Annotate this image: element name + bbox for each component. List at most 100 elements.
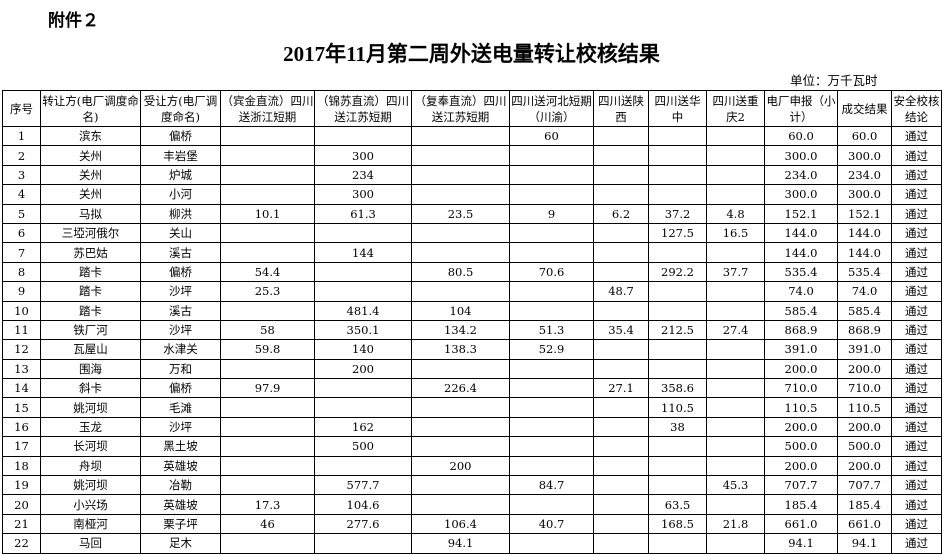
table-cell: [220, 164, 315, 186]
table-cell: 通过: [891, 281, 942, 302]
table-cell: [314, 261, 412, 283]
table-cell: [509, 281, 594, 302]
table-cell: [411, 436, 510, 457]
table-row: 16 玉龙 沙坪 162 38 200.0 200.0 通过: [2, 416, 942, 438]
table-cell: [593, 222, 649, 244]
table-cell: 234.0: [837, 164, 892, 186]
table-cell: 104: [411, 300, 510, 321]
table-cell: [648, 475, 707, 496]
table-cell: [509, 494, 594, 515]
table-cell: 通过: [891, 203, 942, 224]
table-cell: [411, 281, 510, 302]
table-cell: 300.0: [764, 184, 838, 205]
table-cell: 通过: [891, 125, 942, 147]
table-cell: [509, 436, 594, 457]
table-cell: [220, 145, 315, 166]
table-row: 3 关州 炉城 234 234.0 234.0 通过: [2, 164, 942, 186]
table-cell: 通过: [891, 475, 942, 496]
table-cell: 585.4: [837, 300, 892, 321]
attachment-label: 附件２: [48, 11, 99, 31]
table-cell: 300.0: [837, 184, 892, 205]
table-row: 14 斜卡 偏桥 97.9 226.4 27.1 358.6 710.0 710.0 通过: [2, 378, 942, 399]
column-header: （宾金直流）四川送浙江短期: [220, 90, 315, 127]
table-cell: 23.5: [411, 203, 510, 224]
table-cell: 柳洪: [140, 203, 221, 224]
table-cell: 185.4: [764, 494, 838, 515]
table-cell: 144.0: [837, 242, 892, 263]
table-row: 7 苏巴姑 溪古 144 144.0 144.0 通过: [2, 242, 942, 263]
table-cell: [648, 184, 707, 205]
table-cell: [509, 358, 594, 380]
table-cell: [314, 397, 412, 418]
table-cell: [509, 397, 594, 418]
table-cell: 10: [2, 300, 41, 321]
table-cell: 710.0: [837, 378, 892, 399]
column-header: 安全校核结论: [891, 90, 942, 127]
table-cell: [706, 339, 765, 360]
table-cell: 37.2: [648, 203, 707, 224]
table-cell: [648, 358, 707, 380]
table-row: 19 姚河坝 冶勒 577.7 84.7 45.3 707.7 707.7 通过: [2, 475, 942, 496]
table-cell: 234.0: [764, 164, 838, 186]
table-cell: [593, 397, 649, 418]
table-cell: 南桠河: [40, 513, 141, 535]
column-header: （复奉直流）四川送江苏短期: [411, 90, 510, 127]
table-cell: 关山: [140, 222, 221, 244]
table-row: 12 瓦屋山 水津关 59.8 140 138.3 52.9 391.0 391.0 通过: [2, 339, 942, 360]
unit-label: 单位：万千瓦时: [790, 73, 878, 88]
table-cell: [648, 339, 707, 360]
table-cell: 63.5: [648, 494, 707, 515]
table-cell: 5: [2, 203, 41, 224]
table-cell: 通过: [891, 533, 942, 554]
table-cell: [593, 125, 649, 147]
table-cell: 铁厂河: [40, 319, 141, 341]
table-cell: 106.4: [411, 513, 510, 535]
table-cell: 27.1: [593, 378, 649, 399]
table-cell: 391.0: [837, 339, 892, 360]
table-cell: 500.0: [764, 436, 838, 457]
table-row: 13 围海 万和 200 200.0 200.0 通过: [2, 358, 942, 380]
table-cell: 偏桥: [140, 378, 221, 399]
table-cell: 马拟: [40, 203, 141, 224]
table-cell: 通过: [891, 184, 942, 205]
column-header: 四川送华中: [648, 90, 707, 127]
table-cell: 500: [314, 436, 412, 457]
column-header: 序号: [2, 90, 41, 127]
table-cell: 37.7: [706, 261, 765, 283]
table-cell: [593, 164, 649, 186]
table-cell: [220, 184, 315, 205]
column-header: 四川送陕西: [593, 90, 649, 127]
table-cell: [706, 242, 765, 263]
table-cell: [314, 378, 412, 399]
table-cell: 300.0: [837, 145, 892, 166]
table-cell: [411, 397, 510, 418]
table-cell: 通过: [891, 222, 942, 244]
table-cell: 21: [2, 513, 41, 535]
table-cell: [593, 242, 649, 263]
table-cell: 35.4: [593, 319, 649, 341]
table-cell: [411, 222, 510, 244]
table-cell: 12: [2, 339, 41, 360]
table-cell: 通过: [891, 145, 942, 166]
table-cell: 斜卡: [40, 378, 141, 399]
table-cell: 707.7: [764, 475, 838, 496]
table-cell: [706, 436, 765, 457]
table-cell: 868.9: [837, 319, 892, 341]
table-cell: 通过: [891, 261, 942, 283]
table-cell: 710.0: [764, 378, 838, 399]
table-cell: [706, 184, 765, 205]
table-cell: 滨东: [40, 125, 141, 147]
table-cell: 偏桥: [140, 261, 221, 283]
table-cell: [706, 281, 765, 302]
table-cell: 300.0: [764, 145, 838, 166]
table-cell: 万和: [140, 358, 221, 380]
table-row: 18 舟坝 英雄坡 200 200.0 200.0 通过: [2, 455, 942, 477]
table-cell: 三埡河俄尔: [40, 222, 141, 244]
table-cell: 17.3: [220, 494, 315, 515]
table-cell: 481.4: [314, 300, 412, 321]
table-cell: 炉城: [140, 164, 221, 186]
table-cell: 350.1: [314, 319, 412, 341]
table-cell: 16: [2, 416, 41, 438]
table-cell: 162: [314, 416, 412, 438]
table-cell: [220, 455, 315, 477]
